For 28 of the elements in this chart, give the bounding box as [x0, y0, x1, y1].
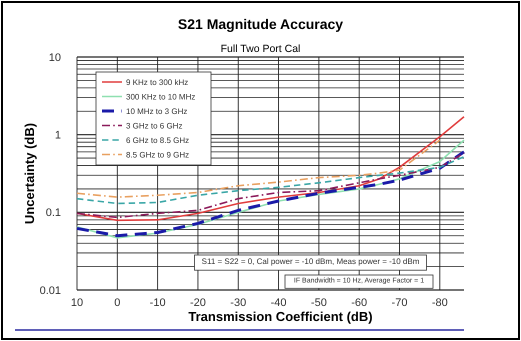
x-tick-label: 10: [70, 297, 84, 309]
annotation: S11 = S22 = 0, Cal power = -10 dBm, Meas power = -10 dBm: [202, 256, 420, 266]
line-series: [76, 152, 465, 218]
legend-label: 3 GHz to 6 GHz: [126, 121, 182, 130]
y-tick-label: 10: [48, 52, 61, 64]
x-tick-label: -50: [310, 297, 327, 309]
x-tick-label: -20: [190, 297, 206, 309]
y-tick-label: 1: [54, 130, 61, 142]
x-tick-label: -70: [392, 297, 408, 309]
legend-label: 9 KHz to 300 kHz: [126, 78, 188, 87]
x-axis-title: Transmission Coefficient (dB): [188, 309, 373, 324]
x-tick-label: -60: [351, 297, 368, 309]
legend-label: 8.5 GHz to 9 GHz: [126, 150, 190, 160]
chart-title: S21 Magnitude Accuracy: [178, 16, 344, 32]
x-tick-label: 0: [114, 297, 120, 309]
y-axis-title: Uncertainty (dB): [22, 122, 37, 224]
legend-label: 300 KHz to 10 MHz: [126, 92, 196, 102]
y-tick-label: 0.01: [40, 284, 61, 297]
y-tick-label: 0.1: [46, 207, 61, 220]
legend-label: 6 GHz to 8.5 GHz: [126, 136, 190, 145]
x-tick-label: -10: [150, 297, 166, 309]
line-series: [76, 139, 441, 198]
x-tick-label: -40: [270, 297, 287, 309]
line-series: [76, 116, 465, 222]
chart-subtitle: Full Two Port Cal: [220, 43, 300, 55]
x-tick-label: -30: [230, 297, 246, 309]
x-tick-label: -80: [432, 297, 448, 309]
legend-label: 10 MHz to 3 GHz: [126, 106, 188, 116]
